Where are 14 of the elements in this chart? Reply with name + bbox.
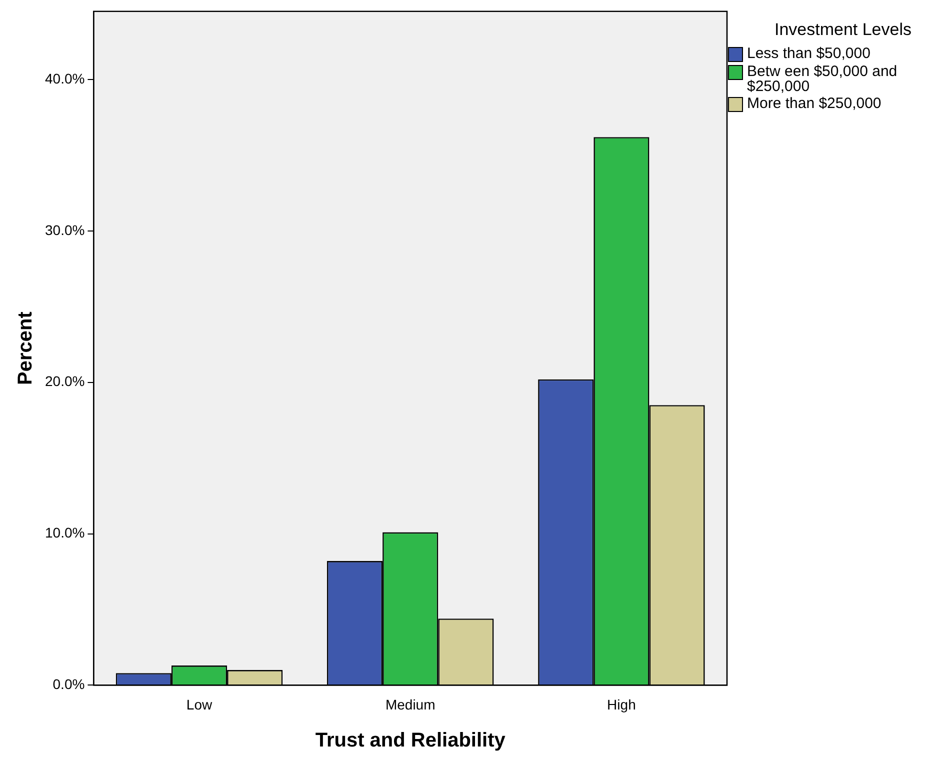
y-tick-label: 20.0% bbox=[44, 373, 85, 390]
legend-label: Less than $50,000 bbox=[747, 45, 872, 62]
x-axis-title: Trust and Reliability bbox=[315, 730, 506, 752]
y-tick-label: 40.0% bbox=[44, 70, 85, 86]
legend-label: More than $250,000 bbox=[747, 95, 882, 112]
legend-label: Betw een $50,000 and $250,000 bbox=[747, 63, 898, 95]
x-tick-label: Medium bbox=[385, 696, 436, 712]
y-tick-label: 10.0% bbox=[44, 524, 85, 541]
y-axis-title: Percent bbox=[14, 311, 37, 385]
y-tick-label: 0.0% bbox=[52, 676, 85, 692]
legend-title: Investment Levels bbox=[773, 20, 912, 40]
x-tick-label: High bbox=[607, 696, 636, 712]
y-tick-label: 30.0% bbox=[44, 222, 85, 238]
x-tick-label: Low bbox=[186, 696, 213, 712]
